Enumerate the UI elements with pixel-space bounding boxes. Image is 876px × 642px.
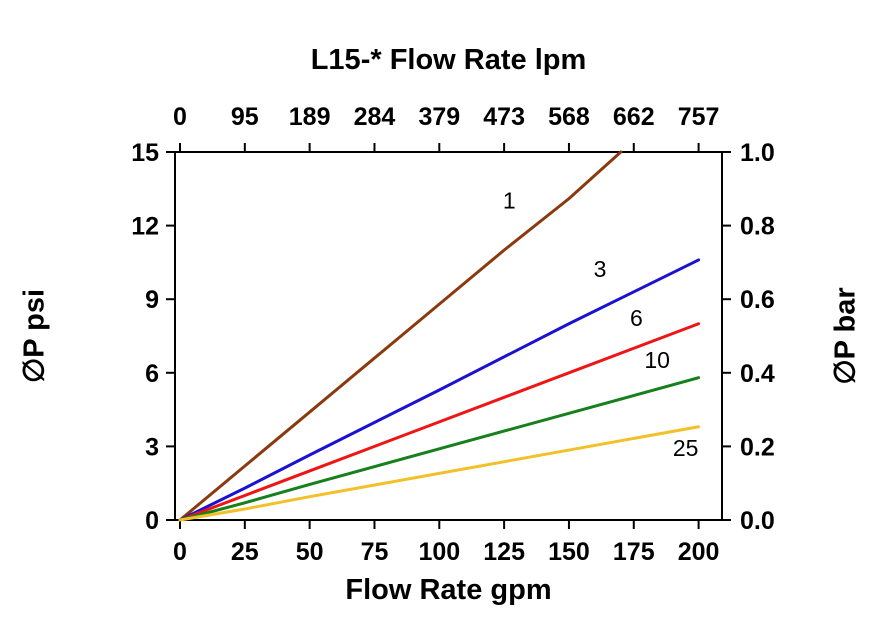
x-tick-label-top: 473 (483, 103, 525, 131)
series-line-1 (178, 150, 623, 522)
x-tick-label-bottom: 125 (483, 538, 525, 566)
x-tick-label-bottom: 150 (548, 538, 590, 566)
y-tick-label-left: 9 (145, 286, 159, 314)
x-tick-label-top: 662 (613, 103, 655, 131)
x-tick-label-top: 189 (289, 103, 331, 131)
y-tick-label-right: 0.0 (740, 507, 775, 535)
series-line-3 (178, 258, 701, 522)
y-tick-label-left: 3 (145, 433, 159, 461)
series-label-3: 3 (594, 256, 607, 282)
plot-frame (174, 151, 723, 521)
y-tick-label-right: 0.2 (740, 433, 775, 461)
x-tick-label-bottom: 75 (361, 538, 389, 566)
x-tick-label-top: 0 (173, 103, 187, 131)
x-tick-label-top: 284 (354, 103, 396, 131)
x-tick-label-top: 379 (418, 103, 460, 131)
y-tick-label-right: 0.6 (740, 286, 775, 314)
x-tick-label-bottom: 200 (678, 538, 720, 566)
series-line-10 (178, 376, 701, 522)
x-tick-label-bottom: 50 (296, 538, 324, 566)
y-tick-label-right: 0.8 (740, 213, 775, 241)
series-line-25 (178, 425, 701, 522)
x-tick-label-bottom: 175 (613, 538, 655, 566)
series-label-1: 1 (503, 187, 516, 213)
x-tick-label-top: 757 (678, 103, 720, 131)
x-tick-label-bottom: 0 (173, 538, 187, 566)
y-tick-label-left: 15 (131, 139, 159, 167)
x-tick-label-bottom: 100 (418, 538, 460, 566)
series-label-25: 25 (673, 435, 699, 461)
y-tick-label-right: 0.4 (740, 360, 775, 388)
series-line-6 (178, 322, 701, 522)
top-axis-title: L15-* Flow Rate lpm (310, 44, 587, 76)
y-tick-label-left: 6 (145, 360, 159, 388)
series-label-10: 10 (644, 347, 670, 373)
bottom-axis-title: Flow Rate gpm (345, 574, 552, 606)
x-tick-label-bottom: 25 (231, 538, 259, 566)
x-tick-label-top: 568 (548, 103, 590, 131)
y-tick-label-left: 0 (145, 507, 159, 535)
y-tick-label-left: 12 (131, 213, 159, 241)
x-tick-label-top: 95 (231, 103, 259, 131)
y-tick-label-right: 1.0 (740, 139, 775, 167)
series-label-6: 6 (630, 305, 643, 331)
